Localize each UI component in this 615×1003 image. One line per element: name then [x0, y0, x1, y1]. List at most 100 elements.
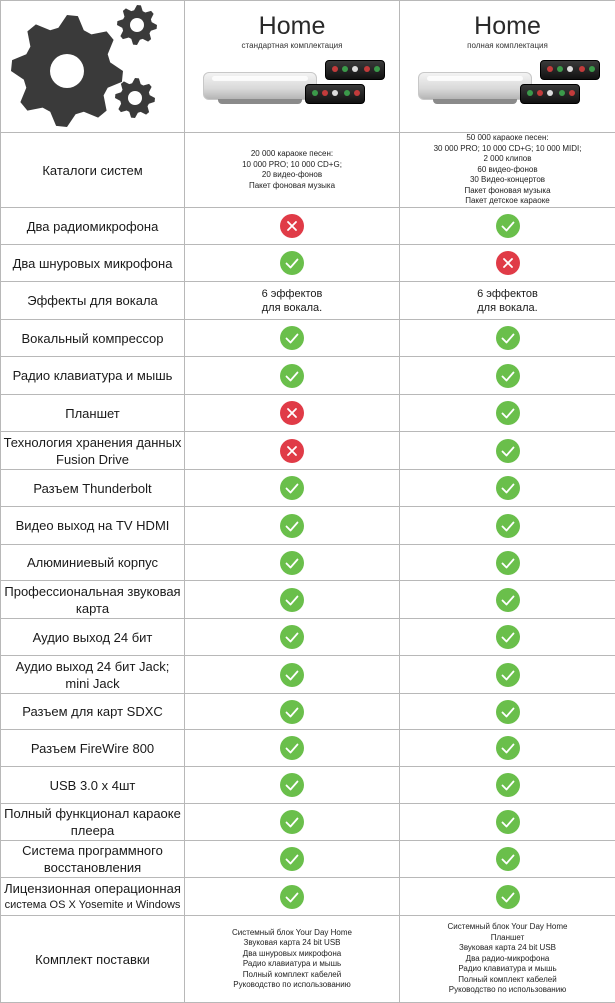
feature-label: Эффекты для вокала: [1, 292, 184, 309]
value-cell-standard: 20 000 караоке песен:10 000 PRO; 10 000 …: [185, 133, 400, 208]
value-line: для вокала.: [185, 301, 399, 315]
value-cell-standard: [185, 320, 400, 357]
check-icon: [496, 514, 520, 538]
feature-cell: Аудио выход 24 бит Jack; mini Jack: [1, 656, 185, 694]
value-cell-full: [400, 878, 615, 916]
feature-label: Разъем для карт SDXC: [1, 703, 184, 720]
table-row: Система программного восстановления: [1, 841, 615, 878]
check-icon: [496, 847, 520, 871]
value-cell-standard: [185, 581, 400, 619]
feature-cell: Каталоги систем: [1, 133, 185, 208]
value-cell-full: [400, 767, 615, 804]
check-icon: [496, 625, 520, 649]
mixer-image: [325, 60, 385, 80]
feature-cell: Комплект поставки: [1, 916, 185, 1003]
value-cell-full: [400, 470, 615, 507]
table-row: USB 3.0 х 4шт: [1, 767, 615, 804]
feature-cell: Два радиомикрофона: [1, 208, 185, 245]
feature-cell: Разъем FireWire 800: [1, 730, 185, 767]
value-line: Руководство по использованию: [185, 980, 399, 991]
feature-label: Радио клавиатура и мышь: [1, 367, 184, 384]
check-icon: [280, 810, 304, 834]
table-row: Алюминиевый корпус: [1, 545, 615, 581]
feature-cell: Видео выход на TV HDMI: [1, 507, 185, 545]
feature-label: Видео выход на TV HDMI: [1, 517, 184, 534]
feature-label: Технология хранения данных Fusion Drive: [1, 434, 184, 468]
value-line: 60 видео-фонов: [400, 165, 615, 176]
product-image: [185, 60, 399, 130]
value-line: Планшет: [400, 933, 615, 944]
check-icon: [496, 700, 520, 724]
feature-label: Вокальный компрессор: [1, 330, 184, 347]
table-row: Технология хранения данных Fusion Drive: [1, 432, 615, 470]
value-cell-full: [400, 545, 615, 581]
feature-cell: Радио клавиатура и мышь: [1, 357, 185, 395]
value-cell-full: [400, 432, 615, 470]
feature-label: Система программного восстановления: [1, 842, 184, 876]
table-row: Видео выход на TV HDMI: [1, 507, 615, 545]
check-icon: [496, 773, 520, 797]
feature-cell: Два шнуровых микрофона: [1, 245, 185, 282]
table-row: Вокальный компрессор: [1, 320, 615, 357]
mixer-image: [540, 60, 600, 80]
value-line: Радио клавиатура и мышь: [185, 959, 399, 970]
feature-cell: Алюминиевый корпус: [1, 545, 185, 581]
value-cell-standard: [185, 841, 400, 878]
value-cell-standard: [185, 432, 400, 470]
check-icon: [496, 885, 520, 909]
check-icon: [280, 885, 304, 909]
feature-label: Разъем Thunderbolt: [1, 480, 184, 497]
value-line: Пакет детское караоке: [400, 196, 615, 207]
value-cell-standard: [185, 804, 400, 841]
check-icon: [496, 476, 520, 500]
value-line: Звуковая карта 24 bit USB: [185, 938, 399, 949]
value-line: Два шнуровых микрофона: [185, 949, 399, 960]
logo-cell: [1, 1, 185, 133]
value-cell-full: [400, 656, 615, 694]
check-icon: [496, 736, 520, 760]
mixer-image: [520, 84, 580, 104]
check-icon: [280, 588, 304, 612]
value-cell-standard: [185, 730, 400, 767]
value-cell-standard: [185, 357, 400, 395]
value-line: Полный комплект кабелей: [185, 970, 399, 981]
feature-cell: Система программного восстановления: [1, 841, 185, 878]
check-icon: [280, 551, 304, 575]
value-line: Руководство по использованию: [400, 985, 615, 996]
feature-label: Аудио выход 24 бит: [1, 629, 184, 646]
value-line: Полный комплект кабелей: [400, 975, 615, 986]
check-icon: [280, 514, 304, 538]
value-cell-standard: [185, 619, 400, 656]
feature-cell: Планшет: [1, 395, 185, 432]
value-line: 30 000 PRO; 10 000 CD+G; 10 000 MIDI;: [400, 144, 615, 155]
feature-label: Два радиомикрофона: [1, 218, 184, 235]
check-icon: [496, 401, 520, 425]
product-subtitle: стандартная комплектация: [185, 41, 399, 50]
check-icon: [280, 476, 304, 500]
check-icon: [496, 551, 520, 575]
value-cell-full: [400, 581, 615, 619]
mac-mini-image: [418, 72, 532, 100]
value-cell-standard: [185, 395, 400, 432]
feature-cell: Разъем для карт SDXC: [1, 694, 185, 730]
product-title: Home: [185, 12, 399, 40]
table-row: Полный функционал караоке плеера: [1, 804, 615, 841]
product-image: [400, 60, 615, 130]
value-cell-full: [400, 320, 615, 357]
table-row: Планшет: [1, 395, 615, 432]
table-row: Разъем FireWire 800: [1, 730, 615, 767]
check-icon: [280, 364, 304, 388]
check-icon: [496, 439, 520, 463]
value-cell-standard: [185, 545, 400, 581]
table-row: Аудио выход 24 бит Jack; mini Jack: [1, 656, 615, 694]
check-icon: [496, 214, 520, 238]
feature-cell: Технология хранения данных Fusion Drive: [1, 432, 185, 470]
check-icon: [496, 663, 520, 687]
